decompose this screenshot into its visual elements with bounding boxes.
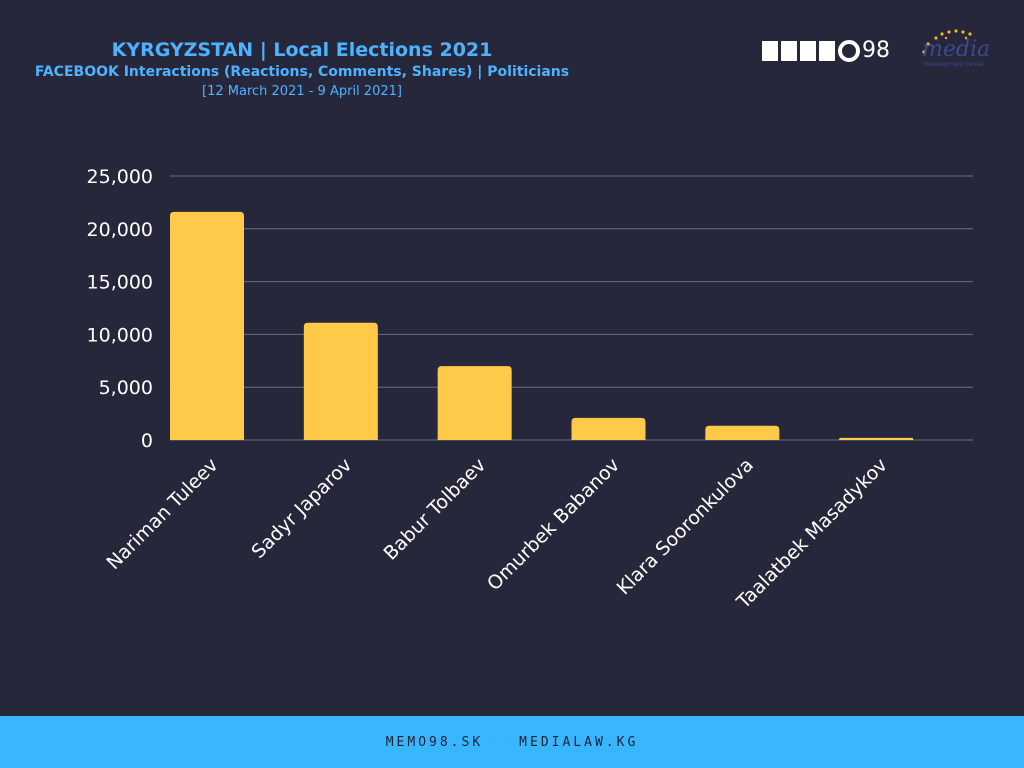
bar [705,425,780,440]
memo-logo-block [819,41,835,61]
media-development-center-logo: media development center [916,28,1004,74]
bar-chart: 0 5,000 10,000 15,000 20,000 25,000 Nariman Tu… [87,166,973,614]
bar [839,437,914,440]
chart-header: KYRGYZSTAN | Local Elections 2021 FACEBO… [0,38,604,102]
x-tick-label: Klara Sooronkulova [613,454,758,599]
y-tick-label: 20,000 [87,219,153,241]
bar [437,366,512,440]
media-logo-dots-icon [922,29,972,54]
memo-logo-number: 98 [862,38,890,63]
footer-link-memo98[interactable]: MEMO98.SK [385,734,484,750]
x-tick-label: Babur Tolbaev [379,454,490,565]
y-tick-label: 15,000 [87,272,153,294]
chart-title: KYRGYZSTAN | Local Elections 2021 [111,39,493,61]
footer-link-medialaw[interactable]: MEDIALAW.KG [519,734,639,750]
y-tick-label: 25,000 [87,166,153,188]
bar [303,322,378,440]
y-tick-label: 10,000 [87,324,153,346]
x-tick-label: Sadyr Japarov [247,454,356,563]
footer-bar: MEMO98.SK MEDIALAW.KG [0,716,1024,768]
x-tick-label: Nariman Tuleev [102,454,222,574]
memo-logo-ring [838,40,860,62]
bar [170,211,244,440]
memo98-logo: 98 [762,38,890,64]
x-tick-label: Taalatbek Masadykov [732,454,892,614]
memo-logo-block [800,41,816,61]
y-tick-label: 0 [141,430,153,452]
x-tick-label: Omurbek Babanov [483,454,624,595]
memo-logo-block [762,41,778,61]
y-tick-label: 5,000 [99,377,153,399]
chart-subtitle: FACEBOOK Interactions (Reactions, Commen… [34,64,570,80]
media-logo-subtext: development center [924,61,985,68]
bar [571,417,646,440]
date-range: [12 March 2021 - 9 April 2021] [202,84,402,99]
media-logo-text: media [922,37,991,62]
memo-logo-block [781,41,797,61]
